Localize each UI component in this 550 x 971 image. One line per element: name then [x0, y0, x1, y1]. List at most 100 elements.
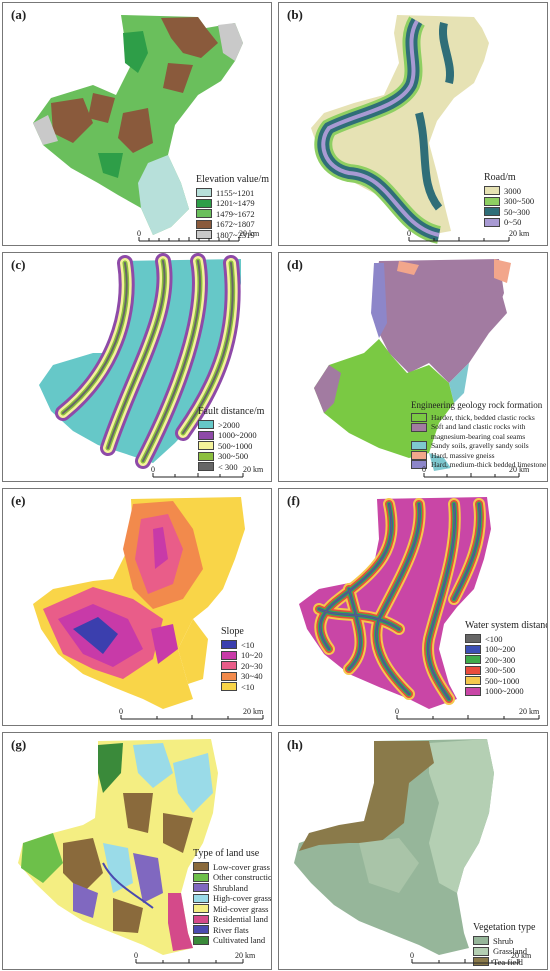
legend-item: 200~300: [465, 655, 547, 666]
legend-label: Low-cover grass: [213, 861, 270, 872]
legend-item: Shrub: [473, 936, 535, 947]
legend-title: Slope: [221, 626, 244, 637]
legend-swatch: [193, 883, 209, 893]
legend-label: Soft and land clastic rocks with magnesi…: [431, 422, 526, 441]
scale-zero: 0: [422, 465, 426, 474]
legend-title: Vegetation type: [473, 922, 536, 933]
legend-label: 100~200: [485, 644, 516, 654]
legend-label: 0~50: [504, 217, 522, 227]
legend-label: 10~20: [241, 650, 263, 660]
legend: Slope <10 10~20 20~30 30~40 <10: [221, 626, 263, 693]
legend-swatch: [484, 207, 500, 217]
legend-title: Elevation value/m: [196, 174, 270, 185]
legend-swatch: [411, 441, 427, 451]
legend-swatch: [193, 904, 209, 914]
legend-label: Cultivated land: [213, 935, 266, 945]
legend-swatch: [484, 186, 500, 196]
legend-label: 50~300: [504, 206, 530, 217]
scale-bar: 0 20 km: [151, 465, 264, 478]
legend-swatch: [196, 219, 212, 229]
legend-swatch: [484, 217, 500, 227]
legend-label: River flats: [213, 924, 249, 935]
legend-title: Engineering geology rock formation: [411, 400, 543, 410]
legend-swatch: [198, 430, 214, 440]
scale-zero: 0: [119, 707, 123, 716]
legend-label: Shrubland: [213, 882, 248, 893]
legend-swatch: [193, 925, 209, 935]
vegetation-map: [294, 739, 494, 955]
legend-item: Harder, thick, bedded clastic rocks: [411, 413, 546, 423]
legend-item: Grassland: [473, 946, 535, 957]
legend-item: 500~1000: [465, 675, 547, 687]
legend-swatch: [221, 671, 237, 681]
legend: Fault distance/m >2000 1000~2000 500~100…: [198, 406, 264, 473]
legend-label: Hard, medium-thick bedded limestone: [431, 460, 547, 469]
slope-map: [33, 497, 245, 709]
legend-item: 30~40: [221, 671, 263, 682]
scale-bar: 0 20 km: [407, 229, 530, 242]
legend-swatch: [473, 957, 489, 967]
legend-item: >2000: [198, 420, 264, 431]
legend-item: 1201~1479: [196, 198, 269, 209]
scale-end: 20 km: [243, 465, 264, 474]
legend-title: Road/m: [484, 172, 516, 183]
legend-swatch: [198, 462, 214, 472]
panel-c: (c) Fault distance/m >2000 1000~2000 500…: [2, 252, 272, 482]
legend-swatch: [465, 686, 481, 696]
legend-item: 1000~2000: [465, 686, 547, 697]
legend-label: Hard, massive gneiss: [431, 450, 495, 460]
legend-swatch: [221, 640, 237, 650]
legend: Vegetation type Shrub Grassland Tea fiel…: [473, 922, 536, 967]
legend-swatch: [465, 634, 481, 644]
scale-end: 20 km: [509, 465, 530, 474]
legend-item: High-cover grass: [193, 893, 272, 904]
legend-title: Type of land use: [193, 848, 260, 859]
legend-swatch: [196, 188, 212, 198]
legend-label: 300~500: [218, 451, 249, 461]
legend-item: 300~500: [198, 451, 264, 462]
legend-label: 1672~1807: [216, 219, 255, 229]
panel-label: (h): [287, 737, 303, 752]
elevation-map: [33, 15, 243, 235]
legend-swatch: [411, 450, 427, 460]
legend-swatch: [411, 412, 427, 422]
legend-item: < 300: [198, 462, 264, 473]
legend-label: <10: [241, 639, 255, 650]
legend-label: High-cover grass: [213, 893, 272, 903]
scale-end: 20 km: [511, 951, 532, 960]
legend-item: <10: [221, 640, 263, 651]
legend-label: 300~500: [485, 665, 516, 675]
legend-swatch: [221, 682, 237, 692]
land-use-map: [18, 739, 218, 955]
panel-f: (f) Water system distance <100 100~200 2…: [278, 488, 548, 726]
legend-item: 500~1000: [198, 441, 264, 452]
legend-label: 300~500: [504, 196, 535, 206]
panel-e: (e) Slope <10 10~20 20~30 30~40 <10 0 20…: [2, 488, 272, 726]
legend-item: 1672~1807: [196, 219, 269, 230]
legend-item: 1155~1201: [196, 188, 269, 199]
legend-label: 1000~2000: [485, 686, 524, 696]
scale-zero: 0: [137, 229, 141, 238]
legend-item: Residential land: [193, 914, 271, 925]
legend-title: Water system distance: [465, 620, 548, 631]
legend: Engineering geology rock formation Harde…: [411, 400, 547, 470]
legend-swatch: [465, 655, 481, 665]
legend: Road/m 3000 300~500 50~300 0~50: [484, 172, 535, 228]
legend-label: 1155~1201: [216, 187, 255, 198]
legend-label: Sandy soils, gravelly sandy soils: [431, 441, 529, 450]
legend-swatch: [473, 936, 489, 946]
scale-zero: 0: [407, 229, 411, 238]
legend-item: 3000: [484, 186, 534, 197]
legend-swatch: [198, 451, 214, 461]
scale-end: 20 km: [519, 707, 540, 716]
panel-label: (c): [11, 257, 26, 272]
panel-label: (d): [287, 257, 303, 272]
legend-label: Other construction: [213, 872, 272, 882]
legend-swatch: [196, 230, 212, 240]
legend-swatch: [193, 893, 209, 903]
legend-item: 1000~2000: [198, 430, 264, 441]
legend-item: <10: [221, 682, 263, 693]
scale-bar: 0 20 km: [395, 707, 540, 720]
legend-label: 500~1000: [485, 675, 520, 686]
scale-end: 20 km: [239, 229, 260, 238]
